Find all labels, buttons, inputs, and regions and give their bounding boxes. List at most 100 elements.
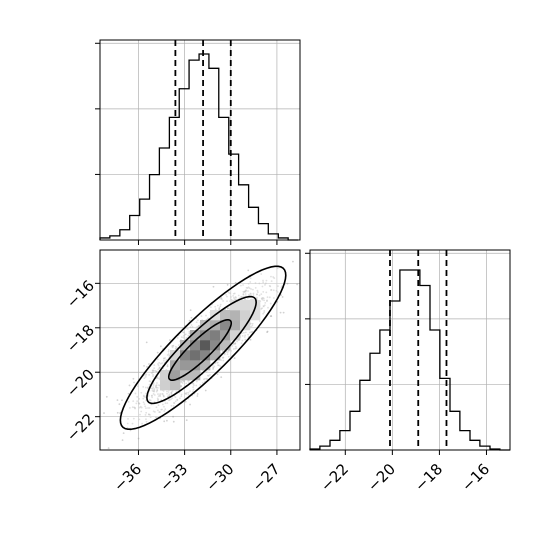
joint-point-1847 (220, 359, 223, 362)
joint-point-1672 (149, 399, 152, 402)
x-marginal-histogram (99, 53, 298, 241)
joint-point-48 (222, 359, 225, 362)
joint-point-2185 (196, 395, 199, 397)
joint-point-1728 (170, 398, 172, 401)
joint-point-1163 (280, 286, 283, 289)
joint-point-1353 (159, 395, 162, 398)
joint-point-2088 (185, 336, 188, 339)
joint-point-443 (139, 413, 141, 416)
joint-point-524 (180, 385, 183, 387)
joint-point-1517 (222, 300, 224, 302)
joint-point-418 (126, 422, 129, 425)
x-marginal-gridlines (100, 40, 300, 240)
joint-point-1159 (166, 364, 169, 366)
joint-point-2080 (151, 369, 154, 372)
joint-point-1650 (156, 399, 159, 402)
joint-y-tick-label-1: −18 (63, 321, 98, 356)
joint-point-1895 (172, 344, 175, 347)
joint-point-1950 (237, 294, 240, 297)
joint-point-880 (226, 300, 228, 303)
joint-point-1419 (116, 399, 119, 402)
joint-point-760 (235, 347, 238, 350)
joint-point-1961 (252, 294, 255, 297)
joint-point-1370 (240, 332, 243, 335)
joint-point-1741 (152, 375, 154, 378)
joint-point-655 (166, 395, 169, 398)
joint-point-761 (247, 282, 250, 285)
joint-point-712 (264, 284, 266, 286)
joint-point-1889 (180, 395, 183, 398)
joint-point-243 (184, 392, 187, 395)
joint-point-2105 (261, 307, 263, 310)
joint-point-1069 (121, 439, 124, 442)
joint-point-565 (268, 285, 271, 287)
joint-point-554 (168, 399, 171, 401)
joint-point-387 (174, 347, 177, 350)
joint-point-2137 (172, 344, 175, 347)
joint-point-1445 (154, 385, 157, 388)
joint-point-2182 (266, 330, 269, 333)
joint-point-1200 (159, 393, 162, 395)
joint-point-1614 (176, 336, 179, 339)
joint-point-222 (249, 292, 252, 295)
joint-point-1944 (179, 380, 182, 383)
joint-point-55 (245, 289, 247, 292)
joint-point-2043 (145, 418, 147, 421)
joint-point-1871 (265, 291, 268, 294)
joint-point-1553 (228, 307, 231, 310)
joint-point-1039 (138, 406, 141, 409)
joint-point-2049 (132, 400, 135, 403)
joint-x-tick-label-1: −33 (156, 460, 191, 495)
joint-point-919 (138, 418, 141, 421)
joint-point-279 (152, 369, 155, 372)
joint-point-204 (150, 372, 153, 374)
joint-point-520 (234, 343, 236, 345)
joint-point-2076 (272, 297, 275, 299)
joint-point-1658 (192, 390, 194, 393)
joint-distribution-panel: −36 −33 −30 −27 −16 −18 −20 −22 (63, 249, 301, 495)
joint-point-1821 (152, 410, 155, 413)
joint-point-1690 (152, 390, 155, 393)
joint-point-1386 (171, 390, 174, 392)
joint-point-924 (250, 325, 252, 328)
y-marginal-tick-label-0: −22 (317, 460, 352, 495)
joint-point-497 (154, 416, 157, 419)
joint-point-2111 (145, 341, 148, 344)
joint-point-1183 (258, 320, 261, 322)
joint-point-28 (167, 395, 170, 398)
joint-point-1584 (244, 331, 247, 334)
joint-point-1307 (249, 281, 252, 283)
joint-point-1371 (132, 417, 135, 420)
joint-point-786 (254, 287, 257, 289)
joint-point-469 (158, 366, 161, 369)
joint-point-1957 (277, 285, 279, 288)
joint-point-1747 (170, 393, 173, 396)
joint-point-1273 (131, 406, 134, 409)
joint-point-1687 (127, 400, 130, 403)
joint-point-1223 (234, 281, 237, 284)
joint-point-302 (156, 389, 159, 391)
joint-point-163 (170, 391, 173, 394)
y-marginal-frame (309, 249, 511, 451)
joint-point-591 (142, 395, 145, 398)
joint-point-177 (227, 355, 230, 358)
joint-point-1556 (134, 407, 136, 410)
joint-point-1028 (234, 342, 237, 345)
joint-point-480 (230, 349, 233, 352)
joint-point-2082 (241, 334, 244, 337)
joint-point-692 (140, 406, 143, 409)
joint-point-1115 (184, 333, 187, 336)
joint-point-1861 (270, 275, 272, 278)
joint-point-707 (164, 357, 167, 359)
joint-point-1278 (148, 383, 151, 386)
joint-point-1080 (217, 364, 219, 367)
joint-point-404 (163, 357, 165, 360)
joint-point-721 (212, 366, 215, 369)
joint-point-1533 (218, 307, 221, 310)
joint-point-394 (246, 297, 249, 300)
joint-point-943 (148, 373, 150, 376)
joint-point-415 (189, 326, 192, 329)
joint-point-465 (121, 399, 123, 402)
joint-point-185 (266, 299, 268, 302)
joint-point-1100 (176, 399, 179, 402)
